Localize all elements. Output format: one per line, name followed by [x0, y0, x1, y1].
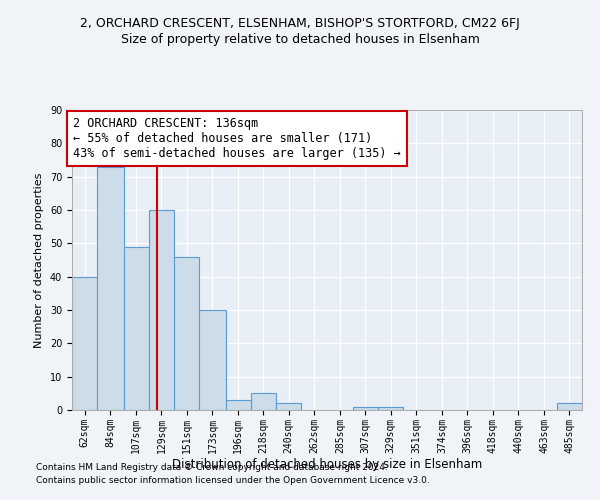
- Bar: [276, 404, 301, 410]
- Text: Size of property relative to detached houses in Elsenham: Size of property relative to detached ho…: [121, 32, 479, 46]
- X-axis label: Distribution of detached houses by size in Elsenham: Distribution of detached houses by size …: [172, 458, 482, 471]
- Bar: [557, 404, 582, 410]
- Text: Contains public sector information licensed under the Open Government Licence v3: Contains public sector information licen…: [36, 476, 430, 485]
- Text: Contains HM Land Registry data © Crown copyright and database right 2024.: Contains HM Land Registry data © Crown c…: [36, 464, 388, 472]
- Bar: [226, 400, 251, 410]
- Bar: [72, 276, 97, 410]
- Bar: [97, 166, 124, 410]
- Bar: [124, 246, 149, 410]
- Bar: [251, 394, 276, 410]
- Text: 2, ORCHARD CRESCENT, ELSENHAM, BISHOP'S STORTFORD, CM22 6FJ: 2, ORCHARD CRESCENT, ELSENHAM, BISHOP'S …: [80, 18, 520, 30]
- Bar: [353, 406, 378, 410]
- Text: 2 ORCHARD CRESCENT: 136sqm
← 55% of detached houses are smaller (171)
43% of sem: 2 ORCHARD CRESCENT: 136sqm ← 55% of deta…: [73, 116, 401, 160]
- Bar: [378, 406, 403, 410]
- Y-axis label: Number of detached properties: Number of detached properties: [34, 172, 44, 348]
- Bar: [174, 256, 199, 410]
- Bar: [149, 210, 174, 410]
- Bar: [199, 310, 226, 410]
